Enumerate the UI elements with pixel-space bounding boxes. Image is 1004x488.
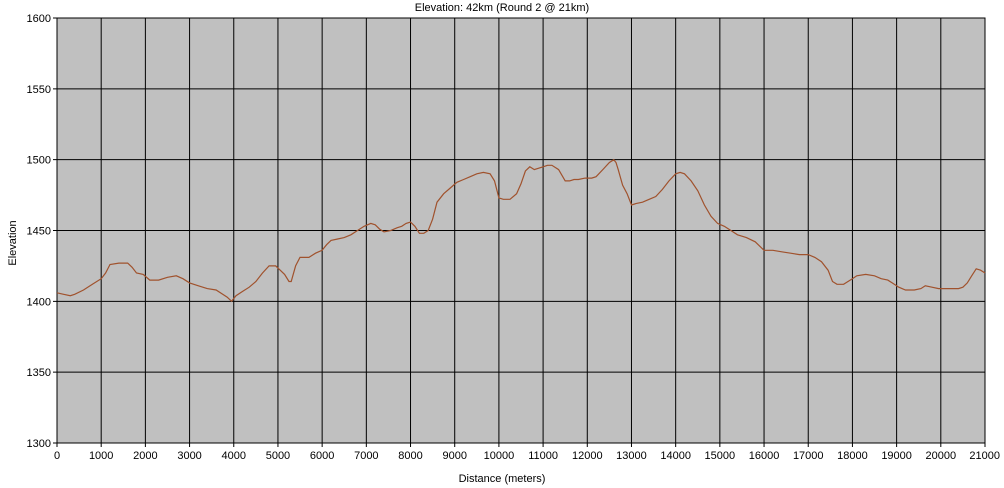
x-tick-label: 20000 [926,450,957,462]
y-axis-label: Elevation [7,220,19,265]
x-axis-ticks: 0 1000 2000 3000 4000 5000 6000 7000 8000 9000 100… [54,450,1000,462]
x-tick-label: 4000 [222,450,246,462]
y-tick-label: 1450 [27,226,51,238]
x-tick-label: 9000 [442,450,466,462]
y-tick-label: 1400 [27,296,51,308]
x-tick-label: 7000 [354,450,378,462]
x-tick-label: 18000 [837,450,868,462]
x-tick-label: 8000 [398,450,422,462]
x-tick-label: 2000 [133,450,157,462]
x-tick-label: 5000 [266,450,290,462]
x-axis-label: Distance (meters) [459,473,546,485]
x-tick-label: 10000 [484,450,515,462]
chart-title: Elevation: 42km (Round 2 @ 21km) [415,2,589,14]
x-tick-label: 1000 [89,450,113,462]
x-tick-label: 13000 [616,450,647,462]
x-tick-label: 14000 [660,450,691,462]
x-tick-label: 0 [54,450,60,462]
x-tick-label: 16000 [749,450,780,462]
y-tick-label: 1350 [27,367,51,379]
y-axis-ticks: 1300 1350 1400 1450 1500 1550 1600 [27,13,51,450]
x-tick-label: 21000 [969,450,1000,462]
x-tick-label: 12000 [572,450,603,462]
x-tick-label: 17000 [793,450,824,462]
elevation-line [56,158,986,303]
grid-lines [53,17,986,447]
y-tick-label: 1550 [27,84,51,96]
x-tick-label: 11000 [528,450,558,462]
y-tick-label: 1500 [27,155,51,167]
x-tick-label: 6000 [310,450,334,462]
x-tick-label: 19000 [881,450,912,462]
y-tick-label: 1600 [27,13,51,25]
x-tick-label: 15000 [705,450,736,462]
x-tick-label: 3000 [177,450,201,462]
y-tick-label: 1300 [27,438,51,450]
